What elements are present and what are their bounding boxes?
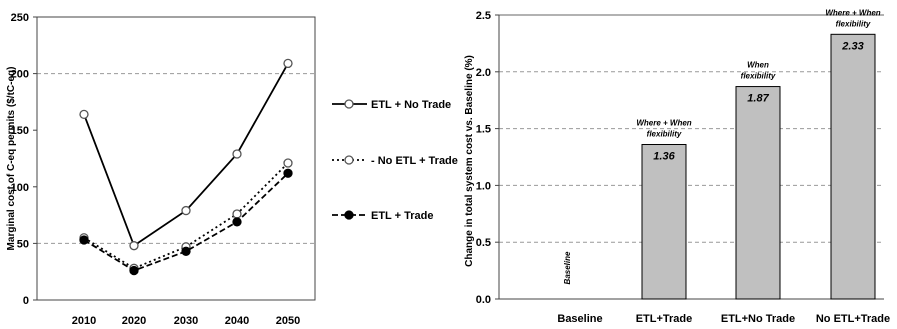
- data-point: [283, 158, 293, 168]
- legend-marker: [344, 155, 354, 165]
- data-point: [129, 265, 139, 276]
- bar-value-label: 1.36: [653, 151, 675, 163]
- annotation: Where + When: [825, 8, 880, 17]
- x-tick-label: 2020: [122, 315, 146, 327]
- legend-marker: [344, 99, 354, 109]
- annotation: When: [747, 61, 769, 70]
- bar-chart: 0.0 0.5 1.0 1.5 2.0 2.5 Change in total system…: [464, 8, 890, 325]
- bar: [641, 144, 687, 300]
- x-tick-label: No ETL+Trade: [816, 313, 890, 325]
- annotation: Where + When: [636, 119, 691, 128]
- annotation: flexibility: [836, 19, 871, 28]
- annotation: flexibility: [647, 130, 682, 139]
- bar: [830, 33, 876, 300]
- y-axis-label: Change in total system cost vs. Baseline…: [464, 55, 475, 267]
- y-tick-label: 150: [11, 125, 29, 137]
- plot-frame: [36, 16, 316, 301]
- data-point: [79, 109, 89, 120]
- line-chart: 0 50 100 150 200 250 2010 2020 2030 2040 2050 Margi…: [6, 12, 458, 327]
- data-point: [232, 217, 242, 227]
- bar: [735, 86, 781, 300]
- x-tick-label: 2010: [72, 315, 96, 327]
- data-point: [283, 168, 293, 178]
- data-point: [283, 58, 293, 69]
- x-tick-label: 2050: [276, 315, 300, 327]
- data-point: [181, 205, 191, 216]
- legend-label: - No ETL + Trade: [371, 155, 458, 167]
- legend-label: ETL + No Trade: [371, 99, 451, 111]
- x-tick-label: 2030: [174, 315, 198, 327]
- y-tick-label: 50: [17, 238, 29, 250]
- y-tick-label: 2.0: [476, 67, 491, 79]
- data-point: [79, 235, 89, 245]
- data-point: [232, 149, 242, 159]
- y-tick-label: 0.5: [476, 237, 491, 249]
- x-tick-label: 2040: [225, 315, 249, 327]
- y-tick-label: 2.5: [476, 10, 491, 22]
- y-tick-label: 0: [23, 295, 29, 307]
- y-tick-label: 1.0: [476, 180, 491, 192]
- x-tick-label: ETL+Trade: [636, 313, 693, 325]
- y-tick-label: 100: [11, 182, 29, 194]
- bar-value-label: 1.87: [747, 93, 769, 105]
- y-tick-label: 1.5: [476, 124, 491, 136]
- x-tick-label: Baseline: [557, 313, 602, 325]
- data-point: [129, 241, 139, 251]
- series-line: [83, 172, 289, 272]
- y-tick-label: 200: [11, 69, 29, 81]
- series-line: [83, 62, 289, 248]
- legend-marker: [344, 210, 354, 220]
- bar-value-label: 2.33: [841, 40, 863, 52]
- data-point: [181, 246, 191, 256]
- annotation: Baseline: [563, 251, 572, 284]
- y-tick-label: 250: [11, 12, 29, 24]
- legend-label: ETL + Trade: [371, 210, 433, 222]
- data-point: [232, 209, 242, 219]
- annotation: flexibility: [741, 72, 776, 81]
- y-tick-label: 0.0: [476, 294, 491, 306]
- y-axis-label: Marginal cost of C-eq permits ($/tC-eq): [6, 67, 17, 251]
- x-tick-label: ETL+No Trade: [721, 313, 795, 325]
